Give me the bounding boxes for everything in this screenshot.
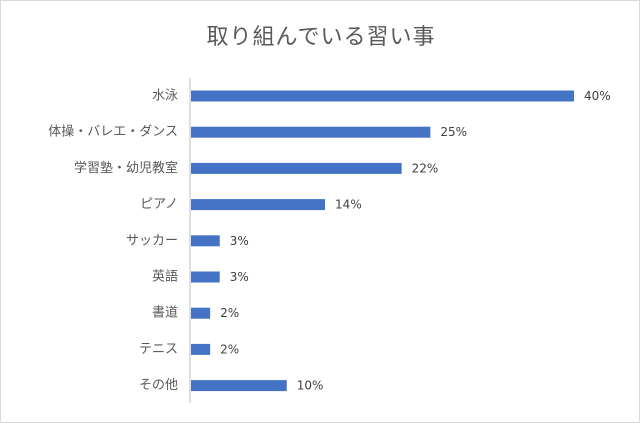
- data-label: 25%: [440, 125, 467, 139]
- chart-title: 取り組んでいる習い事: [206, 25, 436, 50]
- category-label: その他: [139, 378, 178, 393]
- category-label: 書道: [152, 306, 178, 321]
- data-label: 3%: [230, 234, 249, 248]
- data-label: 40%: [584, 89, 611, 103]
- category-label: 学習塾・幼児教室: [74, 160, 178, 176]
- data-label: 2%: [220, 342, 239, 356]
- bar: [191, 162, 402, 174]
- bar: [191, 307, 211, 319]
- data-label: 10%: [297, 379, 324, 393]
- category-label: ピアノ: [140, 197, 178, 212]
- data-label: 3%: [230, 270, 249, 284]
- bar: [191, 235, 220, 247]
- bar: [191, 380, 287, 392]
- category-label: 体操・バレエ・ダンス: [48, 124, 178, 140]
- bar: [191, 90, 574, 102]
- category-label: 英語: [152, 269, 178, 285]
- data-label: 14%: [335, 198, 362, 212]
- category-label: 水泳: [152, 89, 178, 104]
- data-label: 22%: [412, 161, 439, 175]
- category-label: テニス: [139, 342, 178, 357]
- bar: [191, 199, 326, 211]
- data-label: 2%: [220, 306, 239, 320]
- bar: [191, 271, 220, 283]
- bar: [191, 343, 211, 355]
- bar: [191, 126, 431, 138]
- category-label: サッカー: [126, 233, 178, 248]
